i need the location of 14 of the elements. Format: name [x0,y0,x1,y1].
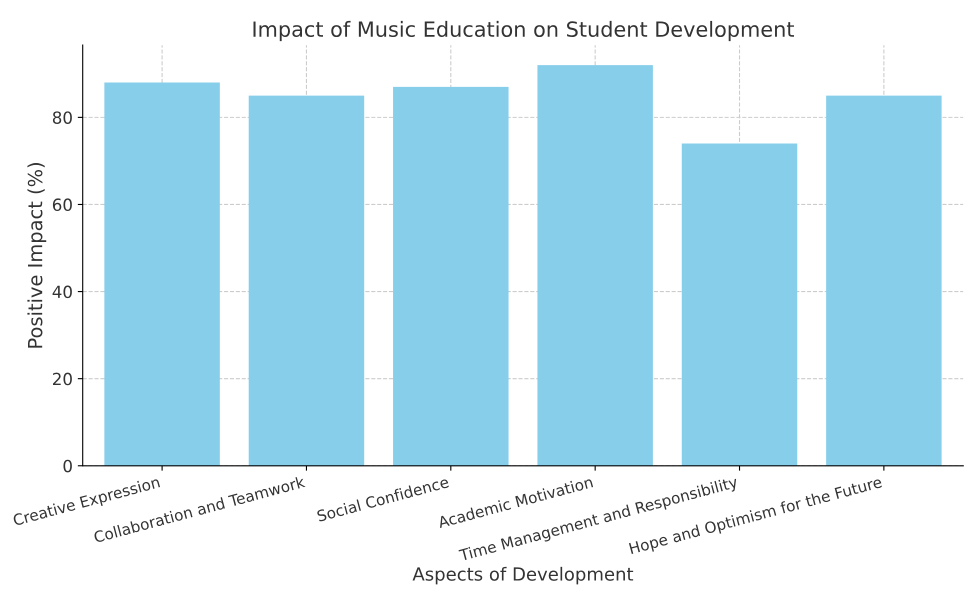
bar [248,96,364,466]
y-axis-title: Positive Impact (%) [27,162,46,348]
y-tick-label: 40 [52,286,72,298]
bar [104,82,220,466]
bar [393,86,509,466]
bar [826,96,942,466]
y-tick-label: 60 [52,198,72,212]
bar [682,144,798,466]
y-tick-label: 0 [63,460,72,472]
bar [537,65,653,466]
chart-title: Impact of Music Education on Student Development [253,20,794,42]
y-tick-label: 20 [52,372,72,386]
x-axis-title: Aspects of Development [412,566,634,584]
y-tick-label: 80 [52,111,72,124]
